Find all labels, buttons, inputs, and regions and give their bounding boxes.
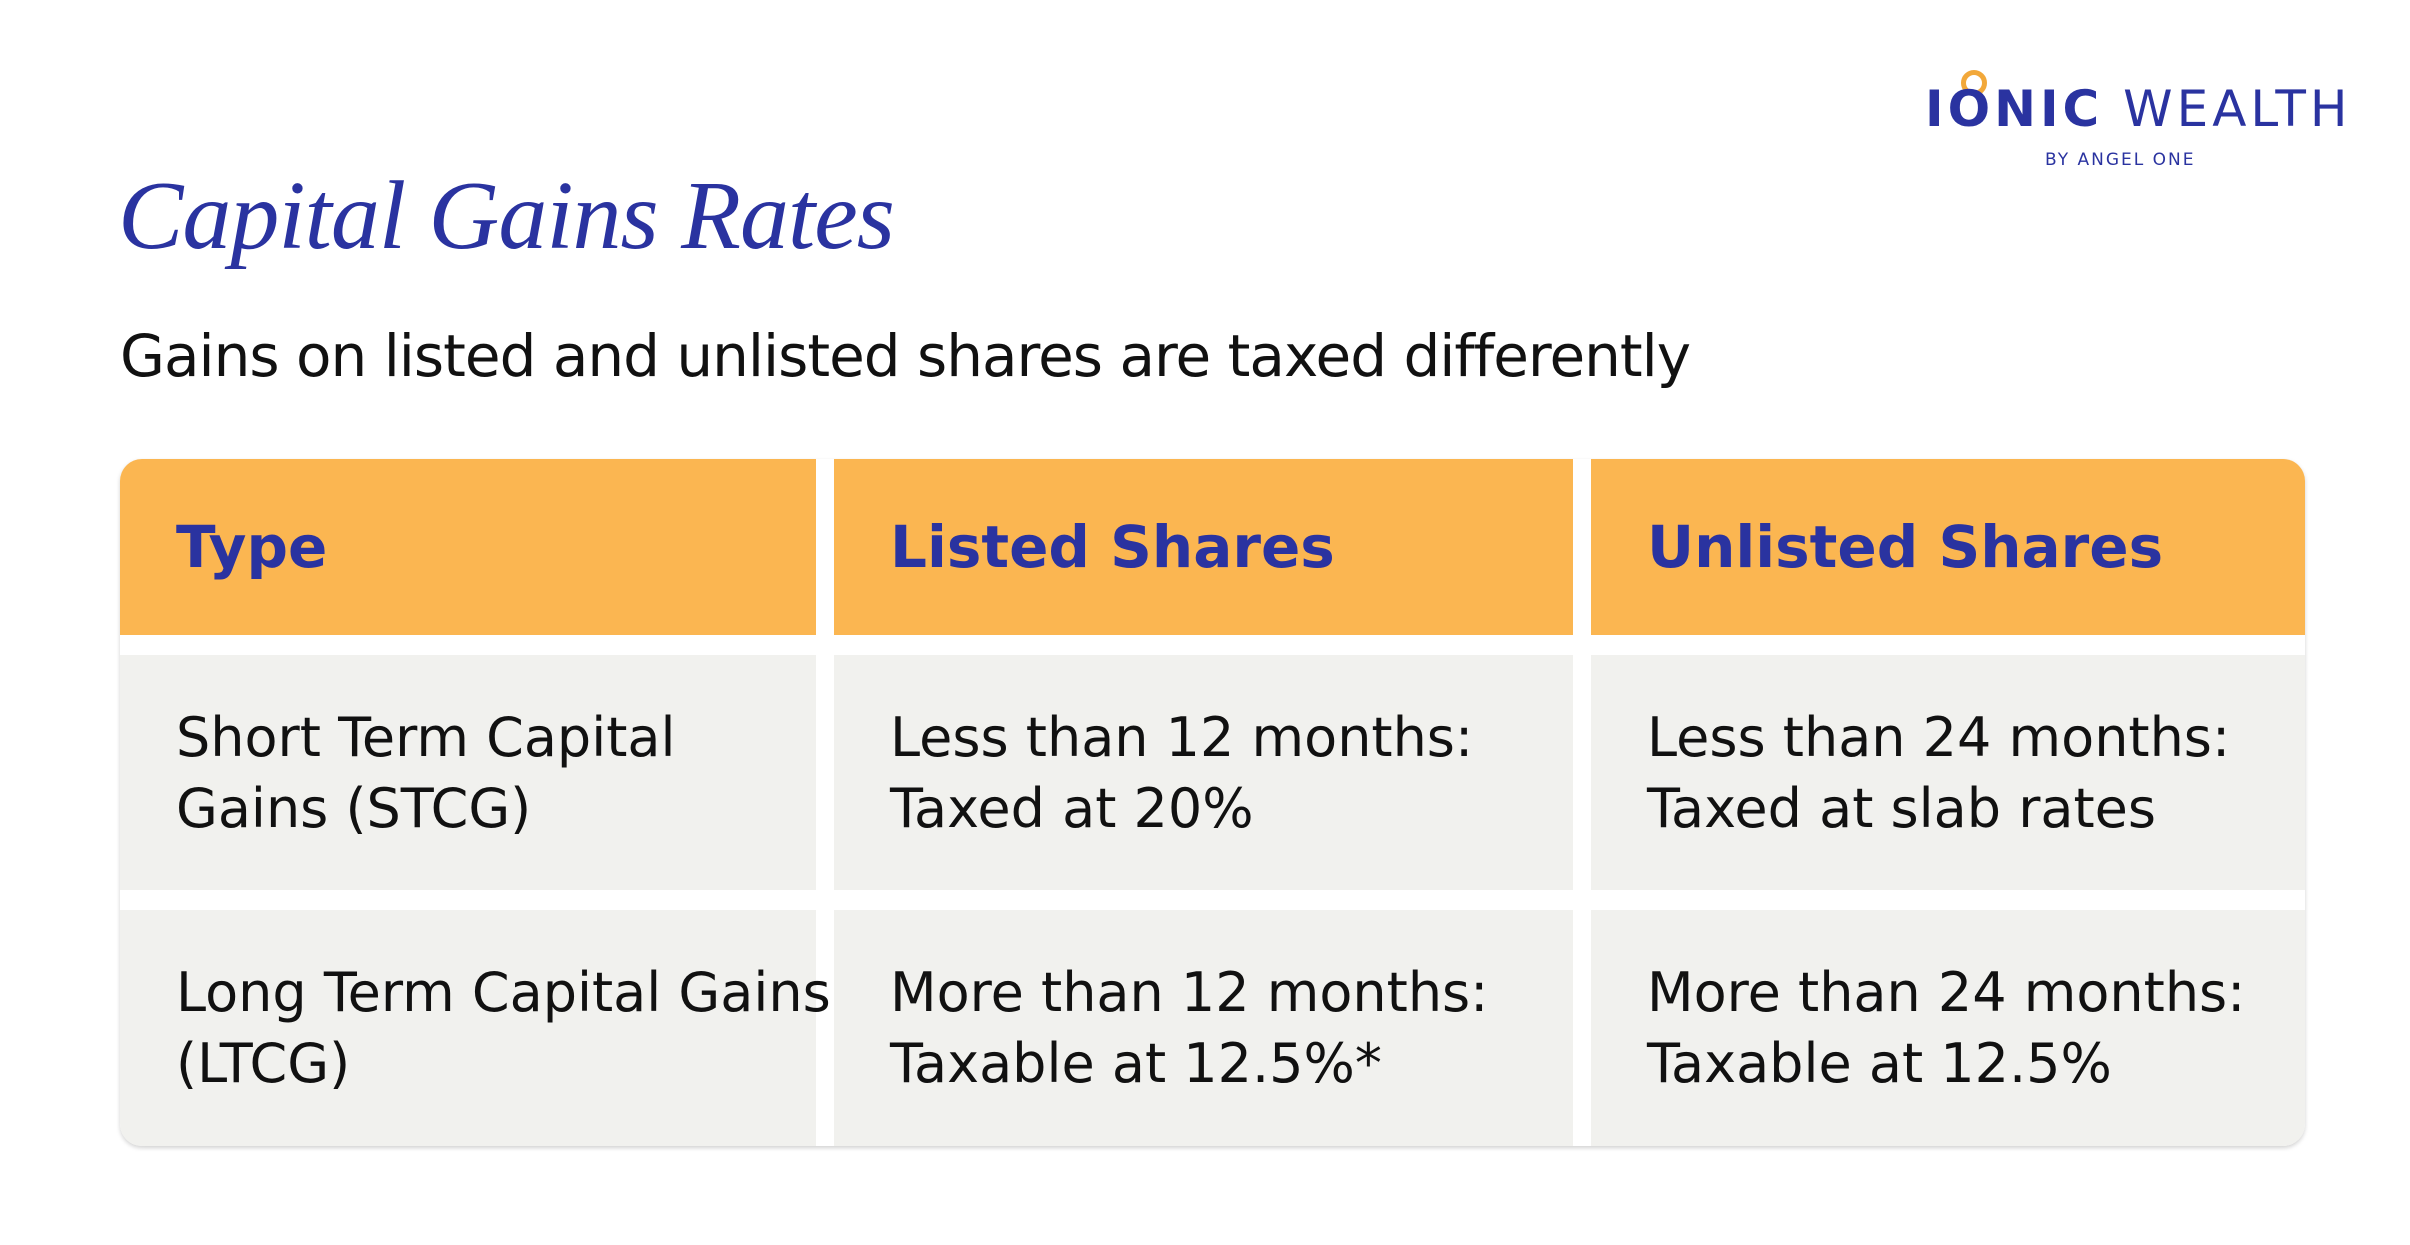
header-cell: Listed Shares (834, 459, 1573, 635)
cell-line: Short Term Capital (176, 705, 676, 769)
cell-line: Less than 12 months: (890, 705, 1474, 769)
header-cell: Type (120, 459, 816, 635)
cell-line: (LTCG) (176, 1032, 351, 1095)
logo-tagline: BY ANGEL ONE (2045, 150, 2196, 170)
title: Capital Gains Rates (118, 162, 895, 270)
logo-brand: IONIC (1925, 80, 2104, 138)
table-cell: Long Term Capital Gains (LTCG) (120, 910, 831, 1146)
table-cell: Less than 12 months: Taxed at 20% (834, 655, 1573, 890)
logo-name: WEALTH (2123, 80, 2352, 138)
cell-line: Less than 24 months: (1647, 705, 2231, 769)
cell-line: Gains (STCG) (176, 776, 532, 840)
header-cell: Unlisted Shares (1591, 459, 2305, 635)
table-cell: Less than 24 months: Taxed at slab rates (1591, 655, 2305, 890)
cell-line: Taxable at 12.5%* (890, 1032, 1382, 1095)
table: Type Listed Shares Unlisted Shares Short Te… (120, 459, 2305, 1146)
logo-text: IONIC WEALTH (1925, 80, 2352, 138)
table-cell: More than 12 months: Taxable at 12.5%* (834, 910, 1573, 1146)
logo: IONIC WEALTH BY ANGEL ONE (1925, 70, 2348, 180)
cell-line: Taxed at 20% (890, 776, 1254, 840)
cell-line: Long Term Capital Gains (176, 961, 831, 1024)
cell-line: More than 12 months: (890, 961, 1489, 1024)
cell-line: More than 24 months: (1647, 961, 2246, 1024)
cell-line: Taxable at 12.5% (1647, 1032, 2112, 1095)
table-cell: More than 24 months: Taxable at 12.5% (1591, 910, 2305, 1146)
subtitle: Gains on listed and unlisted shares are … (120, 322, 1691, 390)
table-cell: Short Term Capital Gains (STCG) (120, 655, 816, 890)
logo-ring (1961, 70, 1987, 96)
cell-line: Taxed at slab rates (1647, 776, 2157, 840)
